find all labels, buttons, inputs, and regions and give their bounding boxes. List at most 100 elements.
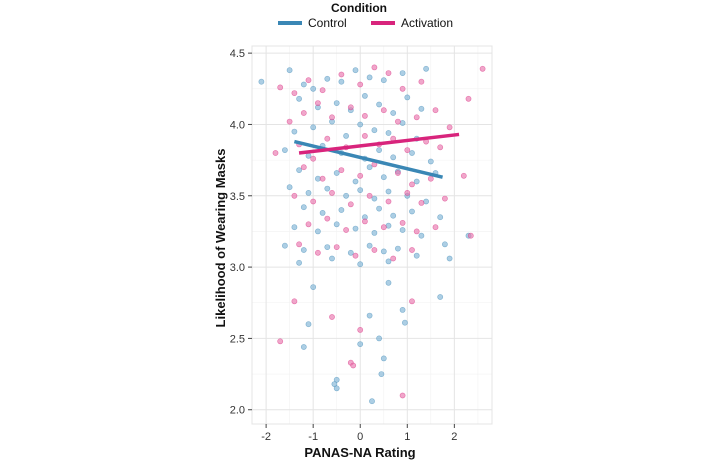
- data-point-control: [418, 105, 425, 112]
- data-point-activation: [329, 314, 335, 320]
- data-point-activation: [300, 164, 307, 171]
- data-point-activation: [409, 247, 415, 253]
- x-tick-label: 1: [404, 431, 410, 443]
- data-point-control: [376, 205, 382, 212]
- data-point-activation: [319, 87, 326, 94]
- data-point-activation: [310, 198, 317, 205]
- data-point-activation: [314, 100, 321, 106]
- data-point-control: [291, 128, 298, 135]
- data-point-activation: [404, 147, 411, 153]
- data-point-control: [324, 244, 331, 250]
- data-point-control: [296, 95, 302, 102]
- data-point-activation: [385, 198, 392, 205]
- data-point-control: [300, 247, 307, 253]
- data-point-control: [376, 101, 382, 108]
- data-point-control: [385, 188, 392, 195]
- data-point-activation: [338, 167, 345, 173]
- data-point-control: [378, 371, 385, 377]
- data-point-control: [352, 225, 359, 232]
- data-point-control: [329, 255, 335, 262]
- data-point-control: [291, 224, 298, 231]
- data-point-control: [300, 344, 307, 350]
- data-point-activation: [324, 135, 331, 142]
- data-point-activation: [441, 195, 448, 202]
- data-point-activation: [350, 362, 357, 369]
- data-point-control: [361, 93, 368, 99]
- data-point-control: [394, 245, 401, 252]
- data-point-control: [371, 229, 378, 236]
- data-point-control: [366, 164, 373, 171]
- data-point-activation: [467, 232, 474, 239]
- data-point-activation: [305, 221, 312, 228]
- data-point-activation: [399, 85, 406, 92]
- data-point-control: [310, 284, 317, 290]
- data-point-control: [413, 252, 420, 259]
- data-point-activation: [399, 219, 406, 226]
- data-point-control: [404, 94, 411, 101]
- data-point-activation: [272, 150, 279, 156]
- data-point-activation: [357, 81, 364, 88]
- data-point-control: [300, 204, 307, 211]
- data-point-control: [305, 321, 312, 328]
- data-point-activation: [479, 65, 486, 72]
- y-tick-label: 3.0: [230, 262, 245, 274]
- data-point-activation: [347, 104, 354, 111]
- data-point-control: [296, 167, 302, 173]
- data-point-activation: [361, 218, 368, 225]
- data-point-control: [427, 158, 434, 165]
- data-point-control: [338, 78, 345, 85]
- data-point-activation: [347, 201, 354, 208]
- data-point-activation: [404, 189, 411, 196]
- data-point-control: [446, 255, 453, 262]
- data-point-activation: [409, 181, 415, 188]
- data-point-control: [390, 110, 397, 116]
- y-axis-title: Likelihood of Wearing Masks: [213, 149, 228, 328]
- data-point-activation: [418, 78, 425, 85]
- data-point-control: [380, 248, 387, 255]
- data-point-activation: [352, 252, 359, 259]
- data-point-activation: [380, 224, 387, 231]
- data-point-activation: [291, 192, 298, 199]
- data-point-control: [369, 398, 375, 405]
- data-point-control: [357, 261, 364, 268]
- data-point-control: [376, 147, 382, 153]
- data-point-control: [314, 228, 321, 235]
- data-point-control: [324, 185, 331, 192]
- data-point-control: [258, 78, 265, 85]
- data-point-activation: [465, 95, 472, 102]
- legend-title: Condition: [331, 1, 387, 15]
- data-point-activation: [296, 241, 302, 248]
- data-point-activation: [277, 84, 284, 91]
- data-point-activation: [314, 249, 321, 256]
- data-point-control: [437, 294, 444, 300]
- y-tick-label: 2.0: [230, 405, 245, 417]
- data-point-activation: [399, 392, 406, 399]
- data-point-control: [390, 154, 397, 161]
- data-point-activation: [286, 118, 293, 125]
- data-point-activation: [390, 255, 397, 262]
- data-point-control: [380, 174, 387, 181]
- data-point-control: [366, 74, 373, 81]
- plot-panel-border: [251, 45, 493, 425]
- data-point-activation: [413, 228, 420, 235]
- data-point-control: [352, 67, 359, 74]
- data-point-activation: [371, 247, 378, 253]
- data-point-activation: [437, 144, 444, 151]
- data-point-control: [310, 85, 317, 92]
- data-point-control: [380, 77, 387, 84]
- data-point-control: [333, 221, 340, 228]
- data-point-control: [441, 241, 448, 248]
- data-point-control: [366, 242, 373, 249]
- data-point-control: [357, 341, 364, 347]
- data-point-activation: [394, 170, 401, 176]
- data-point-activation: [300, 110, 307, 116]
- data-point-activation: [418, 199, 425, 206]
- data-point-activation: [460, 172, 467, 179]
- data-point-control: [281, 147, 288, 153]
- data-point-activation: [305, 77, 312, 84]
- data-point-control: [343, 192, 349, 199]
- data-point-control: [324, 75, 331, 82]
- data-point-activation: [357, 326, 364, 333]
- data-point-control: [401, 319, 408, 326]
